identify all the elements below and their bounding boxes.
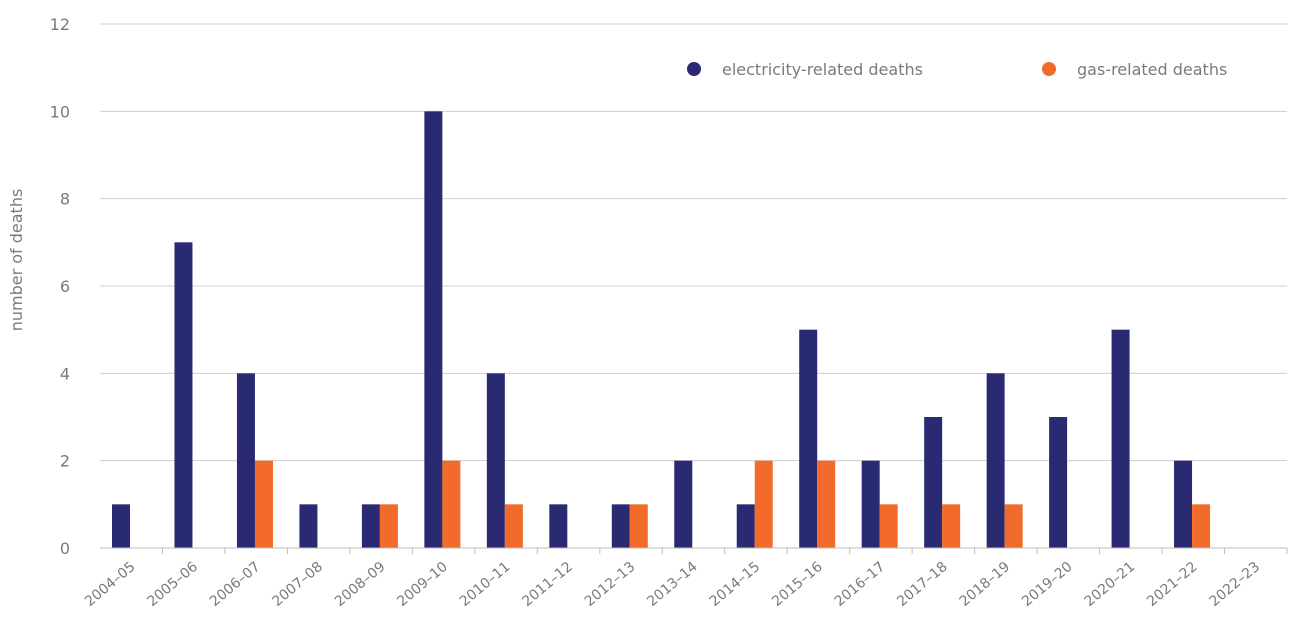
x-tick-label: 2021–22 bbox=[1144, 559, 1201, 610]
y-tick-label: 8 bbox=[60, 190, 70, 209]
bar-electricity bbox=[861, 460, 880, 548]
legend-marker-electricity bbox=[687, 62, 701, 76]
bar-electricity bbox=[174, 242, 193, 549]
legend-label-gas: gas-related deaths bbox=[1077, 60, 1227, 79]
bar-electricity bbox=[674, 460, 693, 548]
x-tick-label: 2018–19 bbox=[957, 559, 1014, 610]
bar-electricity bbox=[1049, 417, 1068, 548]
x-tick-label: 2019–20 bbox=[1019, 559, 1076, 610]
bar-gas bbox=[254, 460, 273, 548]
y-tick-label: 12 bbox=[50, 15, 70, 34]
bar-electricity bbox=[361, 504, 380, 548]
bar-gas bbox=[817, 460, 836, 548]
y-tick-label: 6 bbox=[60, 277, 70, 296]
bar-electricity bbox=[924, 417, 943, 548]
bars bbox=[112, 111, 1211, 549]
y-tick-label: 2 bbox=[60, 452, 70, 471]
bar-electricity bbox=[611, 504, 630, 548]
bar-electricity bbox=[112, 504, 130, 548]
bar-electricity bbox=[236, 373, 255, 548]
bar-gas bbox=[754, 460, 773, 548]
y-tick-label: 4 bbox=[60, 364, 70, 383]
legend-marker-gas bbox=[1042, 62, 1056, 76]
y-tick-label: 0 bbox=[60, 539, 70, 558]
x-tick-label: 2012–13 bbox=[582, 559, 639, 610]
x-tick-label: 2022–23 bbox=[1207, 559, 1264, 610]
x-tick-label: 2010–11 bbox=[457, 559, 514, 610]
bar-electricity bbox=[1174, 460, 1193, 548]
legend-label-electricity: electricity-related deaths bbox=[722, 60, 923, 79]
x-tick-label: 2008–09 bbox=[332, 559, 389, 610]
bar-electricity bbox=[299, 504, 318, 548]
x-tick-label: 2004–05 bbox=[82, 559, 139, 610]
x-tick-label: 2016–17 bbox=[832, 559, 889, 610]
bar-electricity bbox=[986, 373, 1005, 548]
bar-gas bbox=[442, 460, 461, 548]
x-tick-label: 2015–16 bbox=[769, 559, 826, 610]
y-axis-ticks: 0 2 4 6 8 10 12 bbox=[50, 15, 70, 558]
x-tick-label: 2020–21 bbox=[1082, 559, 1139, 610]
bar-electricity bbox=[549, 504, 568, 548]
bar-gas bbox=[879, 504, 898, 548]
legend: electricity-related deaths gas-related d… bbox=[687, 60, 1227, 79]
x-tick-label: 2007–08 bbox=[269, 559, 326, 610]
x-axis-ticks: 2004–05 2005–06 2006–07 2007–08 2008–09 2009–… bbox=[82, 548, 1288, 610]
bar-electricity bbox=[1111, 329, 1130, 548]
bar-electricity bbox=[424, 111, 443, 548]
x-tick-label: 2005–06 bbox=[144, 559, 201, 610]
bar-gas bbox=[1004, 504, 1023, 548]
y-tick-label: 10 bbox=[50, 102, 70, 121]
bar-gas bbox=[942, 504, 961, 548]
bar-gas bbox=[629, 504, 648, 548]
x-tick-label: 2011–12 bbox=[519, 559, 576, 610]
bar-electricity bbox=[736, 504, 755, 548]
bar-gas bbox=[504, 504, 523, 548]
bar-electricity bbox=[799, 329, 818, 548]
bar-gas bbox=[1192, 504, 1211, 548]
x-tick-label: 2013–14 bbox=[644, 559, 701, 610]
x-tick-label: 2006–07 bbox=[207, 559, 264, 610]
x-tick-label: 2014–15 bbox=[707, 559, 764, 610]
bar-gas bbox=[379, 504, 398, 548]
x-tick-label: 2017–18 bbox=[894, 559, 951, 610]
y-axis-title: number of deaths bbox=[7, 189, 26, 332]
gridlines bbox=[100, 23, 1287, 462]
x-tick-label: 2009–10 bbox=[394, 559, 451, 610]
bar-electricity bbox=[486, 373, 505, 548]
